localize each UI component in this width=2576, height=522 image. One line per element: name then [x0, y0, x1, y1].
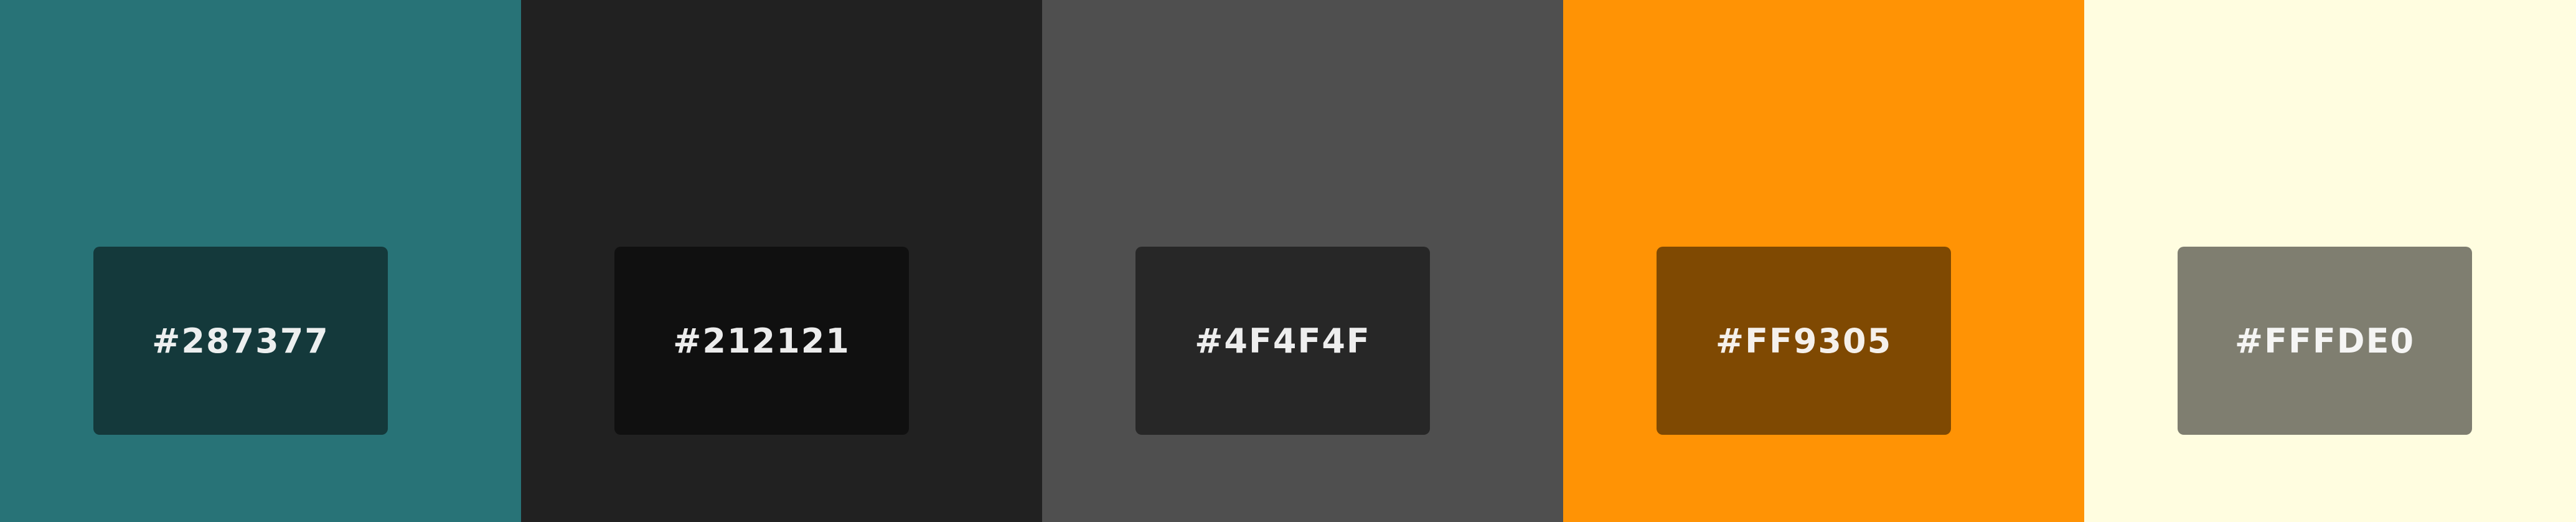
hex-code-label[interactable]: #FFFDE0 [2178, 247, 2472, 435]
swatch-4[interactable]: #FF9305 [1563, 0, 2084, 522]
hex-code-label[interactable]: #4F4F4F [1135, 247, 1430, 435]
swatch-2[interactable]: #212121 [521, 0, 1042, 522]
swatch-1[interactable]: #287377 [0, 0, 521, 522]
swatch-3[interactable]: #4F4F4F [1042, 0, 1563, 522]
swatch-5[interactable]: #FFFDE0 [2084, 0, 2576, 522]
hex-code-label[interactable]: #212121 [614, 247, 909, 435]
hex-code-label[interactable]: #FF9305 [1657, 247, 1951, 435]
hex-code-label[interactable]: #287377 [93, 247, 388, 435]
